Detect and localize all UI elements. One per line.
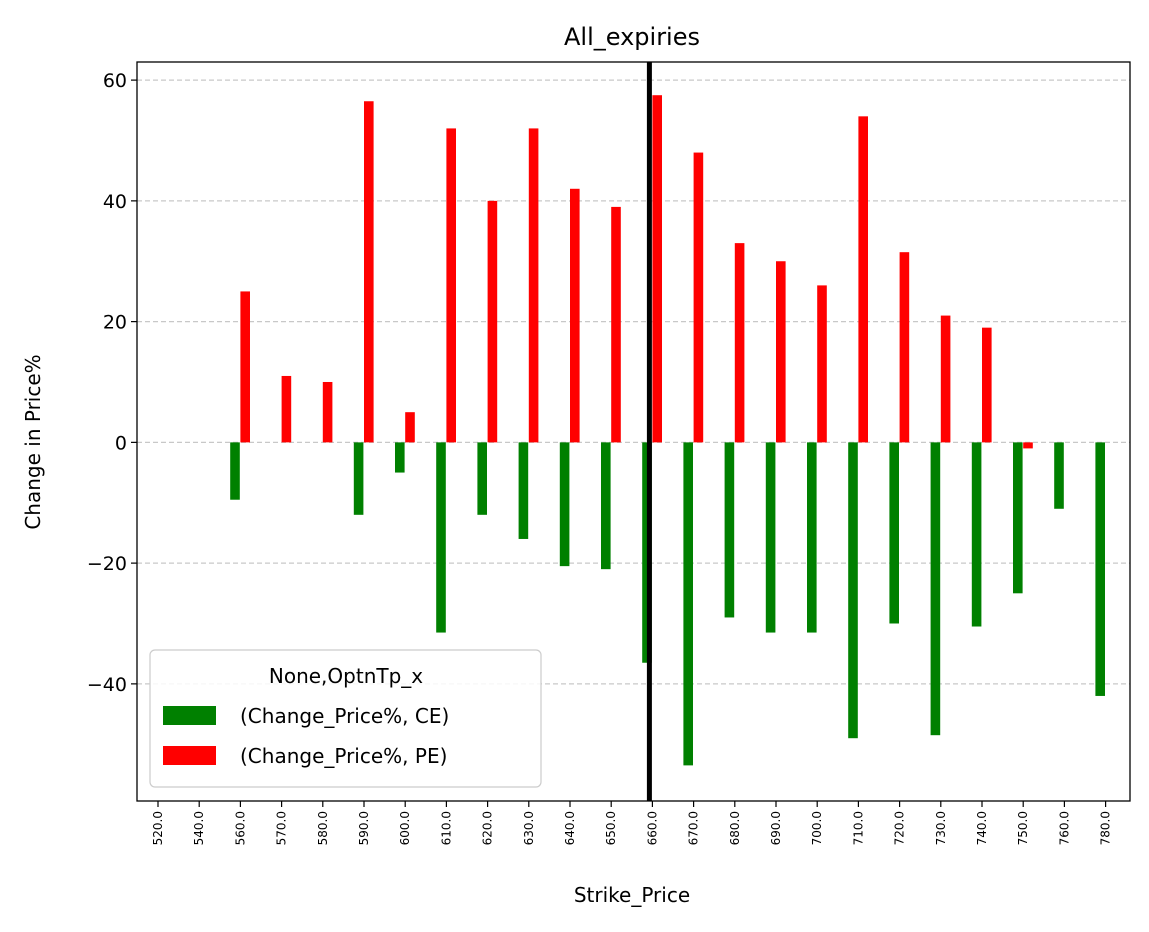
bar	[559, 442, 570, 567]
grid-lines	[137, 79, 1130, 685]
x-tick-label: 750.0	[1016, 811, 1030, 845]
x-tick-label: 560.0	[233, 811, 247, 845]
bar	[652, 95, 662, 443]
x-tick-label: 600.0	[398, 811, 412, 845]
bar	[436, 442, 446, 633]
bars	[230, 95, 1105, 766]
bar	[724, 442, 735, 618]
bar	[807, 442, 817, 633]
x-tick-label: 540.0	[192, 811, 206, 845]
bar	[765, 442, 776, 633]
x-tick-label: 680.0	[728, 811, 742, 845]
bar	[1054, 442, 1064, 509]
y-tick-label: 0	[115, 432, 127, 454]
x-tick-label: 670.0	[687, 811, 701, 845]
bar	[971, 442, 982, 627]
bar	[322, 381, 333, 443]
x-tick-label: 740.0	[975, 811, 989, 845]
chart-title: All_expiries	[564, 23, 700, 51]
x-tick-label: 690.0	[769, 811, 783, 845]
bar	[405, 412, 415, 443]
bar	[446, 128, 456, 443]
x-tick-label: 630.0	[522, 811, 536, 845]
x-tick-label: 660.0	[645, 811, 659, 845]
bar	[940, 315, 951, 443]
bar	[364, 101, 374, 443]
bar	[930, 442, 941, 736]
bar	[487, 200, 498, 443]
bar	[1013, 442, 1023, 594]
y-tick-label: −20	[87, 553, 127, 575]
x-tick-label: 650.0	[604, 811, 618, 845]
bar	[734, 243, 745, 443]
legend-swatch	[163, 706, 216, 725]
x-tick-label: 720.0	[893, 811, 907, 845]
legend-swatch	[163, 746, 216, 765]
x-tick-label: 610.0	[439, 811, 453, 845]
x-tick-label: 700.0	[810, 811, 824, 845]
y-axis-label: Change in Price%	[21, 354, 45, 529]
x-tick-label: 570.0	[275, 811, 289, 845]
bar	[776, 261, 786, 443]
bar	[601, 442, 611, 570]
bar	[518, 442, 529, 539]
bar	[1023, 442, 1033, 449]
x-axis-label: Strike_Price	[574, 883, 690, 907]
y-tick-label: 20	[103, 312, 127, 334]
bar	[477, 442, 487, 515]
y-tick-label: 40	[103, 191, 127, 213]
bar	[683, 442, 693, 766]
legend: None,OptnTp_x (Change_Price%, CE) (Change_…	[149, 649, 542, 788]
legend-label: (Change_Price%, PE)	[240, 744, 447, 768]
bar	[889, 442, 899, 624]
bar	[395, 442, 405, 473]
y-tick-label: −40	[87, 674, 127, 696]
bar	[982, 327, 992, 443]
bar	[281, 375, 292, 443]
x-tick-label: 730.0	[934, 811, 948, 845]
x-tick-label: 780.0	[1099, 811, 1113, 845]
axes: −40 −20 0 20 40 60 520.0 540.0 560.0 570.0 580.0 59…	[87, 61, 1131, 845]
legend-label: (Change_Price%, CE)	[240, 704, 449, 728]
x-tick-label: 760.0	[1057, 811, 1071, 845]
bar	[858, 116, 868, 443]
x-tick-label: 520.0	[151, 811, 165, 845]
bar	[240, 291, 250, 443]
bar	[693, 152, 704, 443]
x-tick-label: 640.0	[563, 811, 577, 845]
x-tick-label: 580.0	[316, 811, 330, 845]
legend-title: None,OptnTp_x	[269, 664, 423, 688]
bar	[353, 442, 364, 515]
bar	[611, 206, 621, 443]
bar	[570, 188, 580, 443]
bar	[848, 442, 858, 739]
legend-box	[149, 649, 542, 788]
bar	[817, 285, 827, 443]
bar	[528, 128, 539, 443]
plot-frame	[136, 61, 1131, 802]
bar	[1095, 442, 1105, 696]
y-tick-label: 60	[103, 70, 127, 92]
x-tick-label: 710.0	[851, 811, 865, 845]
x-tick-label: 590.0	[357, 811, 371, 845]
bar	[230, 442, 240, 500]
bar	[899, 252, 910, 443]
x-tick-label: 620.0	[481, 811, 495, 845]
